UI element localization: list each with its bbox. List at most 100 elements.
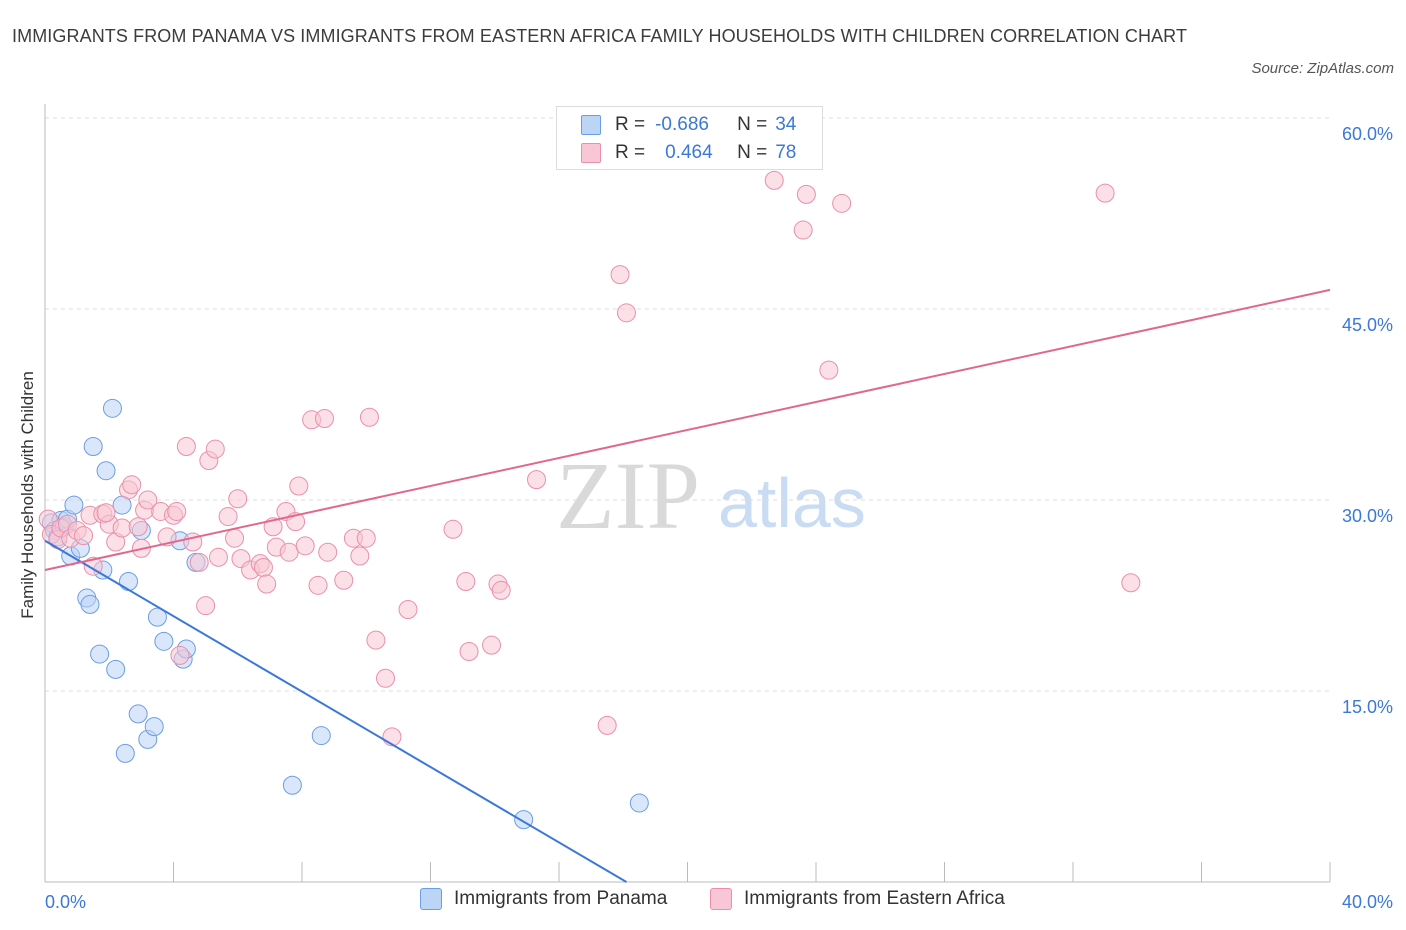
point-eastern-africa-73: [832, 193, 852, 213]
r-value: 0.464: [665, 142, 713, 163]
point-eastern-africa-65: [527, 470, 547, 490]
point-eastern-africa-71: [796, 184, 816, 204]
series-legend: Immigrants from Panama Immigrants from E…: [0, 888, 1406, 916]
point-panama-12: [90, 644, 110, 664]
trendlines: [44, 288, 1331, 883]
point-eastern-africa-29: [205, 439, 225, 459]
point-eastern-africa-61: [459, 642, 479, 662]
point-eastern-africa-59: [443, 519, 463, 539]
point-eastern-africa-18: [138, 490, 158, 510]
point-eastern-africa-54: [359, 407, 379, 427]
legend-item-panama[interactable]: Immigrants from Panama: [420, 888, 667, 910]
source-label: Source: ZipAtlas.com: [1251, 60, 1394, 77]
point-eastern-africa-13: [112, 518, 132, 538]
point-eastern-africa-26: [189, 552, 209, 572]
point-eastern-africa-67: [610, 265, 630, 285]
y-tick-label: 45.0%: [1342, 315, 1393, 335]
point-eastern-africa-57: [382, 727, 402, 747]
point-panama-11: [83, 437, 103, 457]
point-eastern-africa-37: [253, 557, 273, 577]
point-eastern-africa-70: [793, 220, 813, 240]
point-panama-7: [64, 495, 84, 515]
point-eastern-africa-32: [225, 528, 245, 548]
series-eastern-africa: [38, 170, 1141, 747]
point-panama-20: [128, 704, 148, 724]
point-eastern-africa-75: [1121, 573, 1141, 593]
x-tick-label: 0.0%: [45, 892, 86, 912]
point-eastern-africa-68: [616, 303, 636, 323]
correlation-legend: R = -0.686 N = 34 R = 0.464 N = 78: [556, 106, 823, 170]
legend-label-panama: Immigrants from Panama: [454, 888, 668, 909]
point-panama-33: [629, 793, 649, 813]
legend-label-eastern-africa: Immigrants from Eastern Africa: [744, 888, 1005, 909]
point-eastern-africa-48: [314, 409, 334, 429]
point-eastern-africa-47: [308, 575, 328, 595]
grid: [45, 117, 1330, 692]
r-label: R =: [615, 142, 646, 163]
point-eastern-africa-27: [196, 596, 216, 616]
point-panama-19: [119, 571, 139, 591]
point-panama-10: [80, 594, 100, 614]
r-value: -0.686: [655, 114, 709, 135]
point-eastern-africa-42: [279, 542, 299, 562]
point-eastern-africa-30: [208, 547, 228, 567]
point-eastern-africa-62: [482, 635, 502, 655]
point-eastern-africa-7: [74, 526, 94, 546]
n-label: N =: [737, 142, 768, 163]
tick-labels: 15.0% 30.0% 45.0% 60.0% 0.0% 40.0%: [45, 124, 1393, 912]
point-eastern-africa-49: [318, 542, 338, 562]
point-panama-15: [102, 398, 122, 418]
point-eastern-africa-15: [122, 475, 142, 495]
point-eastern-africa-22: [167, 501, 187, 521]
n-value: 78: [775, 142, 797, 163]
watermark-atlas: atlas: [718, 464, 866, 542]
point-eastern-africa-56: [376, 668, 396, 688]
n-value: 34: [775, 114, 797, 135]
point-panama-23: [144, 717, 164, 737]
point-panama-30: [282, 775, 302, 795]
y-tick-label: 30.0%: [1342, 506, 1393, 526]
axes: [44, 104, 1331, 883]
point-eastern-africa-69: [764, 170, 784, 190]
legend-swatch-panama: [420, 888, 442, 910]
point-eastern-africa-72: [819, 360, 839, 380]
point-eastern-africa-23: [170, 645, 190, 665]
point-panama-31: [311, 726, 331, 746]
point-eastern-africa-38: [257, 574, 277, 594]
point-panama-24: [147, 607, 167, 627]
point-eastern-africa-77: [96, 503, 116, 523]
point-eastern-africa-44: [289, 476, 309, 496]
y-tick-label: 15.0%: [1342, 697, 1393, 717]
point-eastern-africa-52: [350, 546, 370, 566]
point-eastern-africa-64: [491, 580, 511, 600]
y-tick-label: 60.0%: [1342, 124, 1393, 144]
point-eastern-africa-53: [356, 528, 376, 548]
x-tick-label: 40.0%: [1342, 892, 1393, 912]
point-eastern-africa-55: [366, 630, 386, 650]
point-eastern-africa-58: [398, 600, 418, 620]
point-panama-16: [106, 659, 126, 679]
legend-row-eastern-africa: R = 0.464 N = 78: [581, 140, 796, 166]
point-panama-25: [154, 631, 174, 651]
legend-row-panama: R = -0.686 N = 34: [581, 112, 796, 138]
chart-title: IMMIGRANTS FROM PANAMA VS IMMIGRANTS FRO…: [12, 26, 1188, 46]
trendline-panama: [44, 539, 627, 883]
legend-item-eastern-africa[interactable]: Immigrants from Eastern Africa: [710, 888, 1005, 910]
point-eastern-africa-33: [228, 489, 248, 509]
point-panama-14: [96, 461, 116, 481]
watermark: ZIP atlas: [556, 442, 866, 549]
point-eastern-africa-66: [597, 715, 617, 735]
point-eastern-africa-31: [218, 507, 238, 527]
point-eastern-africa-45: [295, 536, 315, 556]
legend-swatch-eastern-africa: [710, 888, 732, 910]
point-eastern-africa-74: [1095, 183, 1115, 203]
legend-swatch-panama: [581, 115, 601, 135]
legend-swatch-eastern-africa: [581, 143, 601, 163]
trendline-eastern-africa: [44, 288, 1331, 572]
n-label: N =: [737, 114, 768, 135]
point-panama-18: [115, 743, 135, 763]
point-eastern-africa-60: [456, 571, 476, 591]
point-eastern-africa-76: [128, 517, 148, 537]
point-eastern-africa-50: [334, 570, 354, 590]
